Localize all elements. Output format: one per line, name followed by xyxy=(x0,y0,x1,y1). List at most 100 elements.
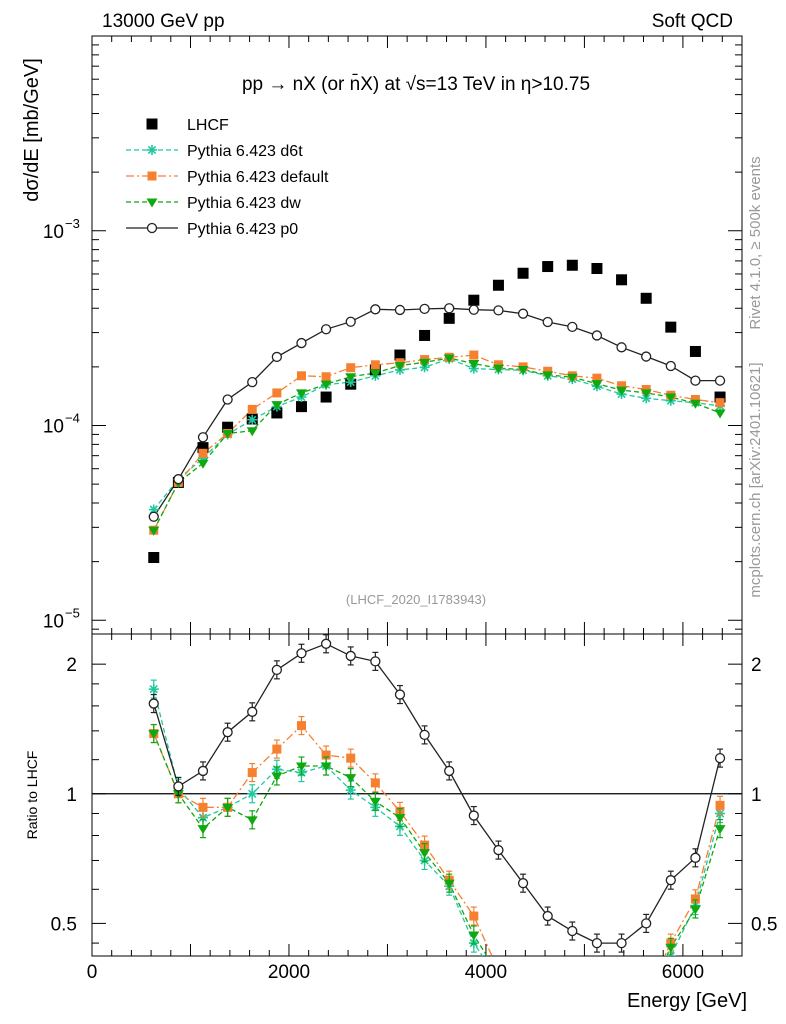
main-point-pythia-6-423-dw xyxy=(320,380,332,390)
ratio-point-pythia-6-423-p0 xyxy=(714,752,726,764)
ratio-y-tick-label-right: 0.5 xyxy=(751,914,777,935)
ratio-point-pythia-6-423-dw xyxy=(271,772,283,782)
ratio-point-pythia-6-423-p0 xyxy=(148,698,159,709)
main-point-pythia-6-423-default xyxy=(296,371,306,381)
main-point-pythia-6-423-default xyxy=(715,398,725,408)
main-point-pythia-6-423-default xyxy=(370,360,380,370)
main-point-pythia-6-423-dw xyxy=(345,373,357,383)
ratio-point-pythia-6-423-dw xyxy=(419,849,431,859)
main-line-pythia-6-423-dw xyxy=(153,357,721,531)
ratio-line-pythia-6-423-d6t xyxy=(153,688,721,956)
main-point-pythia-6-423-p0 xyxy=(148,511,159,522)
ratio-point-pythia-6-423-p0 xyxy=(345,650,356,662)
main-point-pythia-6-423-p0 xyxy=(296,337,307,349)
main-point-pythia-6-423-dw xyxy=(689,399,701,409)
main-point-pythia-6-423-default xyxy=(690,394,700,404)
main-point-lhcf xyxy=(271,407,283,419)
ratio-point-pythia-6-423-p0 xyxy=(271,664,283,676)
main-point-pythia-6-423-dw xyxy=(369,369,381,379)
main-point-pythia-6-423-p0 xyxy=(493,305,504,316)
main-point-pythia-6-423-dw xyxy=(591,380,603,390)
main-y-tick-exponent: −3 xyxy=(65,216,80,231)
main-point-pythia-6-423-d6t xyxy=(247,414,258,425)
ratio-point-pythia-6-423-default xyxy=(296,721,306,731)
main-point-lhcf xyxy=(542,261,554,273)
ratio-y-tick-label: 1 xyxy=(66,785,77,806)
main-point-lhcf xyxy=(640,292,652,304)
main-point-pythia-6-423-default xyxy=(198,448,208,458)
legend-marker-pythia-6-423-d6t xyxy=(147,145,157,155)
x-axis-label: Energy [GeV] xyxy=(627,990,747,1012)
ratio-point-pythia-6-423-dw xyxy=(320,762,332,772)
ratio-point-pythia-6-423-dw xyxy=(714,825,726,835)
ratio-line-pythia-6-423-p0 xyxy=(153,643,721,944)
main-point-pythia-6-423-dw xyxy=(665,393,677,403)
ratio-point-pythia-6-423-dw xyxy=(246,816,258,826)
main-point-pythia-6-423-dw xyxy=(640,389,652,399)
legend-marker-pythia-6-423-default xyxy=(147,171,157,181)
main-point-pythia-6-423-default xyxy=(272,388,282,398)
main-y-tick-label: 10 xyxy=(43,417,64,438)
ratio-point-pythia-6-423-p0 xyxy=(517,878,529,889)
ratio-point-pythia-6-423-p0 xyxy=(616,937,627,949)
legend: LHCF Pythia 6.423 d6t Pythia 6.423 default… xyxy=(126,117,329,238)
ratio-line-pythia-6-423-default xyxy=(153,724,721,956)
main-point-pythia-6-423-dw xyxy=(492,364,504,374)
main-point-pythia-6-423-dw xyxy=(295,389,307,399)
ratio-point-pythia-6-423-dw xyxy=(369,797,381,807)
main-point-pythia-6-423-default xyxy=(543,366,553,376)
main-point-pythia-6-423-p0 xyxy=(616,342,627,353)
ratio-y-tick-label: 0.5 xyxy=(51,914,77,935)
main-point-pythia-6-423-dw xyxy=(148,526,160,536)
main-y-tick-exponent: −4 xyxy=(65,411,80,426)
main-series-group xyxy=(148,259,726,564)
ratio-point-pythia-6-423-p0 xyxy=(419,729,430,741)
ratio-point-pythia-6-423-p0 xyxy=(444,765,455,777)
ratio-point-pythia-6-423-dw xyxy=(295,762,307,772)
main-point-lhcf xyxy=(148,552,160,564)
main-point-pythia-6-423-p0 xyxy=(517,308,529,319)
main-point-pythia-6-423-p0 xyxy=(444,303,455,314)
main-point-pythia-6-423-p0 xyxy=(419,303,430,315)
main-point-lhcf xyxy=(689,345,701,357)
main-point-pythia-6-423-p0 xyxy=(542,316,553,328)
ratio-point-pythia-6-423-default xyxy=(198,802,208,812)
main-point-lhcf xyxy=(197,442,209,454)
ratio-point-pythia-6-423-dw xyxy=(222,803,234,813)
ratio-point-pythia-6-423-default xyxy=(370,778,380,788)
main-point-pythia-6-423-dw xyxy=(542,371,554,381)
ratio-point-pythia-6-423-p0 xyxy=(493,844,504,856)
legend-marker-pythia-6-423-p0 xyxy=(146,222,158,234)
ratio-point-pythia-6-423-p0 xyxy=(591,937,603,949)
ratio-point-pythia-6-423-default xyxy=(247,768,257,778)
ratio-point-pythia-6-423-p0 xyxy=(197,765,209,777)
ratio-series-group xyxy=(148,634,726,956)
legend-label-pythia-6-423-default: Pythia 6.423 default xyxy=(187,169,329,186)
main-point-lhcf xyxy=(443,312,455,324)
ratio-y-tick-label-right: 1 xyxy=(751,785,762,806)
main-point-pythia-6-423-p0 xyxy=(370,304,381,315)
main-point-pythia-6-423-p0 xyxy=(320,324,332,335)
main-y-tick-exponent: −5 xyxy=(65,605,80,620)
legend-marker-lhcf xyxy=(146,118,158,130)
analysis-id-label: (LHCF_2020_I1783943) xyxy=(346,592,486,607)
x-tick-label: 2000 xyxy=(268,962,310,983)
ratio-panel: 0 2000 4000 6000 0.5 0.5 1 1 2 2 xyxy=(51,633,777,983)
ratio-point-pythia-6-423-p0 xyxy=(320,638,332,649)
main-point-pythia-6-423-p0 xyxy=(222,394,233,405)
main-point-lhcf xyxy=(222,421,234,433)
ratio-point-pythia-6-423-dw xyxy=(443,879,455,889)
ratio-point-pythia-6-423-p0 xyxy=(542,910,553,922)
ratio-y-tick-label-right: 2 xyxy=(751,655,762,676)
main-point-lhcf xyxy=(295,401,307,413)
main-plot-title: pp → nX (or n̄X) at √s=13 TeV in η>10.75 xyxy=(242,74,590,95)
main-y-axis-label: dσ/dE [mb/GeV] xyxy=(21,58,43,202)
rivet-version-label: Rivet 4.1.0, ≥ 500k events xyxy=(747,156,764,329)
ratio-point-pythia-6-423-p0 xyxy=(296,648,307,659)
main-point-pythia-6-423-p0 xyxy=(641,351,652,362)
main-point-pythia-6-423-p0 xyxy=(345,316,356,327)
header-process-label: Soft QCD xyxy=(652,11,733,32)
legend-label-pythia-6-423-d6t: Pythia 6.423 d6t xyxy=(187,143,303,160)
